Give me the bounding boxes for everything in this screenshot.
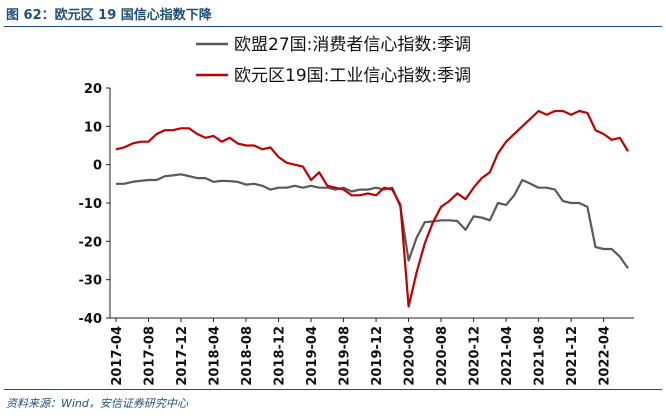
series-line-2 (115, 109, 629, 308)
x-tick-label: 2019-12 (370, 326, 385, 386)
x-tick-label: 2021-04 (500, 326, 515, 386)
source-note: 资料来源：Wind，安信证券研究中心 (6, 397, 188, 410)
series-line-1 (116, 173, 629, 269)
y-tick-label: -20 (79, 235, 103, 250)
axes (106, 87, 634, 322)
x-tick-label: 2021-08 (533, 326, 548, 386)
x-tick-label: 2017-08 (143, 326, 158, 386)
y-tick-label: -40 (79, 312, 103, 327)
x-tick-labels: 2017-04 2017-08 2017-12 2018-04 2018-08 2018-… (110, 326, 613, 386)
y-tick-labels: -40 -30 -20 -10 0 10 20 (79, 82, 103, 327)
x-tick-label: 2019-08 (338, 326, 353, 386)
legend-label-1: 欧盟27国:消费者信心指数:季调 (234, 35, 471, 55)
x-tick-label: 2020-04 (403, 326, 418, 386)
figure-title: 图 62：欧元区 19 国信心指数下降 (6, 8, 212, 23)
y-tick-label: 0 (93, 159, 102, 174)
y-tick-label: 20 (84, 82, 102, 97)
x-tick-label: 2021-12 (565, 326, 580, 386)
x-tick-label: 2020-08 (435, 326, 450, 386)
x-tick-label: 2022-04 (598, 326, 613, 386)
x-tick-label: 2020-12 (468, 326, 483, 386)
legend-label-2: 欧元区19国:工业信心指数:季调 (234, 66, 471, 86)
x-tick-label: 2017-04 (110, 326, 125, 386)
source-divider (4, 389, 662, 390)
title-divider (4, 26, 662, 27)
series-lines (115, 109, 629, 308)
y-tick-label: -10 (79, 197, 103, 212)
x-tick-label: 2017-12 (175, 326, 190, 386)
x-tick-label: 2019-04 (305, 326, 320, 386)
y-tick-label: -30 (79, 274, 103, 289)
x-tick-label: 2018-08 (240, 326, 255, 386)
x-tick-label: 2018-04 (208, 326, 223, 386)
y-tick-label: 10 (84, 120, 102, 135)
x-tick-label: 2018-12 (273, 326, 288, 386)
